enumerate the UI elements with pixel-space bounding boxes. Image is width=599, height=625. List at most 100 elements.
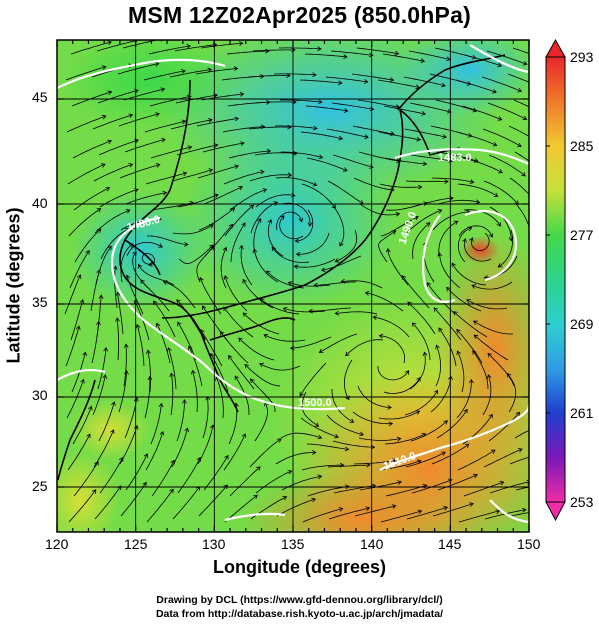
streamline (314, 281, 356, 286)
streamline (358, 151, 401, 162)
streamline (515, 203, 529, 229)
colorbar-label: 269 (570, 316, 594, 332)
streamline (439, 252, 461, 289)
streamline (202, 396, 209, 439)
streamline (229, 466, 261, 497)
streamline (64, 274, 81, 315)
streamline (410, 154, 453, 162)
streamline-arrowhead (184, 427, 190, 433)
streamline (326, 128, 369, 138)
streamline (299, 362, 327, 397)
contour-lines (57, 44, 529, 524)
streamline-arrowhead (312, 450, 317, 455)
streamline-arrowhead (433, 389, 438, 395)
streamline-arrowhead (411, 322, 417, 327)
streamline (203, 455, 229, 491)
streamline-arrowhead (160, 87, 166, 92)
streamline-arrowhead (238, 244, 244, 250)
streamline (353, 177, 395, 191)
streamline (302, 508, 343, 523)
streamline-arrowhead (271, 246, 276, 252)
streamline-arrowhead (446, 286, 451, 292)
streamline (168, 347, 177, 390)
streamline (203, 186, 243, 205)
streamline (147, 350, 151, 393)
streamline-arrowhead (282, 496, 288, 501)
streamline-arrowhead (530, 239, 534, 243)
streamline (321, 255, 362, 271)
streamline (98, 401, 115, 442)
streamline (487, 102, 527, 120)
streamline-arrowhead (256, 466, 261, 471)
streamline-arrowhead (492, 89, 497, 94)
streamline (200, 329, 223, 367)
streamline-arrowhead (487, 352, 492, 358)
streamline (384, 157, 427, 165)
streamline (123, 344, 127, 387)
streamline-arrowhead (397, 480, 402, 485)
streamline (351, 73, 394, 81)
streamline-arrowhead (249, 204, 255, 210)
streamline-arrowhead (473, 473, 478, 479)
streamline-arrowhead (287, 172, 293, 178)
streamline-arrowhead (390, 131, 395, 136)
streamline-arrowhead (334, 310, 340, 316)
streamline-arrowhead (426, 282, 431, 287)
streamline (288, 282, 331, 287)
streamline-arrowhead (389, 77, 395, 83)
streamline-arrowhead (318, 99, 323, 105)
streamline-arrowhead (201, 305, 207, 311)
streamline (250, 201, 278, 234)
streamline (263, 334, 306, 342)
streamline (247, 75, 290, 78)
streamline-arrowhead (161, 137, 166, 143)
streamline-arrowhead (80, 378, 85, 384)
streamline (383, 377, 421, 394)
streamline-arrowhead (219, 330, 225, 336)
streamline (74, 228, 102, 263)
x-tick-label: 120 (45, 536, 69, 552)
streamline (382, 53, 425, 62)
colorbar-fill (545, 56, 566, 503)
streamline-arrowhead (433, 307, 439, 312)
streamline (487, 353, 515, 387)
streamline (94, 485, 122, 520)
colorbar-label: 277 (570, 227, 594, 243)
streamline (171, 169, 213, 182)
streamline (200, 42, 243, 49)
streamline-arrowhead (257, 218, 262, 223)
streamline (435, 345, 442, 387)
streamline-arrowhead (317, 434, 323, 440)
streamline (275, 177, 317, 186)
streamline-arrowhead (456, 350, 461, 356)
streamline (432, 211, 470, 231)
streamline (327, 180, 364, 205)
streamline-arrowhead (115, 317, 120, 322)
streamline-arrowhead (224, 454, 229, 460)
streamline (513, 99, 529, 108)
streamline (294, 258, 336, 268)
streamline-arrowhead (422, 351, 428, 357)
streamline-arrowhead (96, 320, 101, 326)
streamline (437, 474, 478, 491)
streamline-arrowhead (241, 222, 246, 228)
streamline (196, 118, 239, 127)
streamline (405, 451, 446, 468)
streamline-arrowhead (387, 404, 392, 410)
streamline-arrowhead (407, 301, 412, 307)
streamline (100, 228, 130, 260)
streamline (431, 177, 474, 183)
streamline-arrowhead (280, 215, 285, 220)
streamline-arrowhead (267, 219, 272, 224)
streamline-arrowhead (349, 418, 355, 423)
streamline (140, 279, 170, 312)
streamline (70, 299, 84, 341)
streamline (219, 331, 249, 364)
streamline (482, 374, 492, 416)
streamline (411, 197, 454, 208)
streamline (325, 76, 368, 83)
streamline-arrowhead (443, 505, 449, 511)
streamline-arrowhead (234, 164, 239, 169)
streamline-arrowhead (414, 216, 419, 221)
